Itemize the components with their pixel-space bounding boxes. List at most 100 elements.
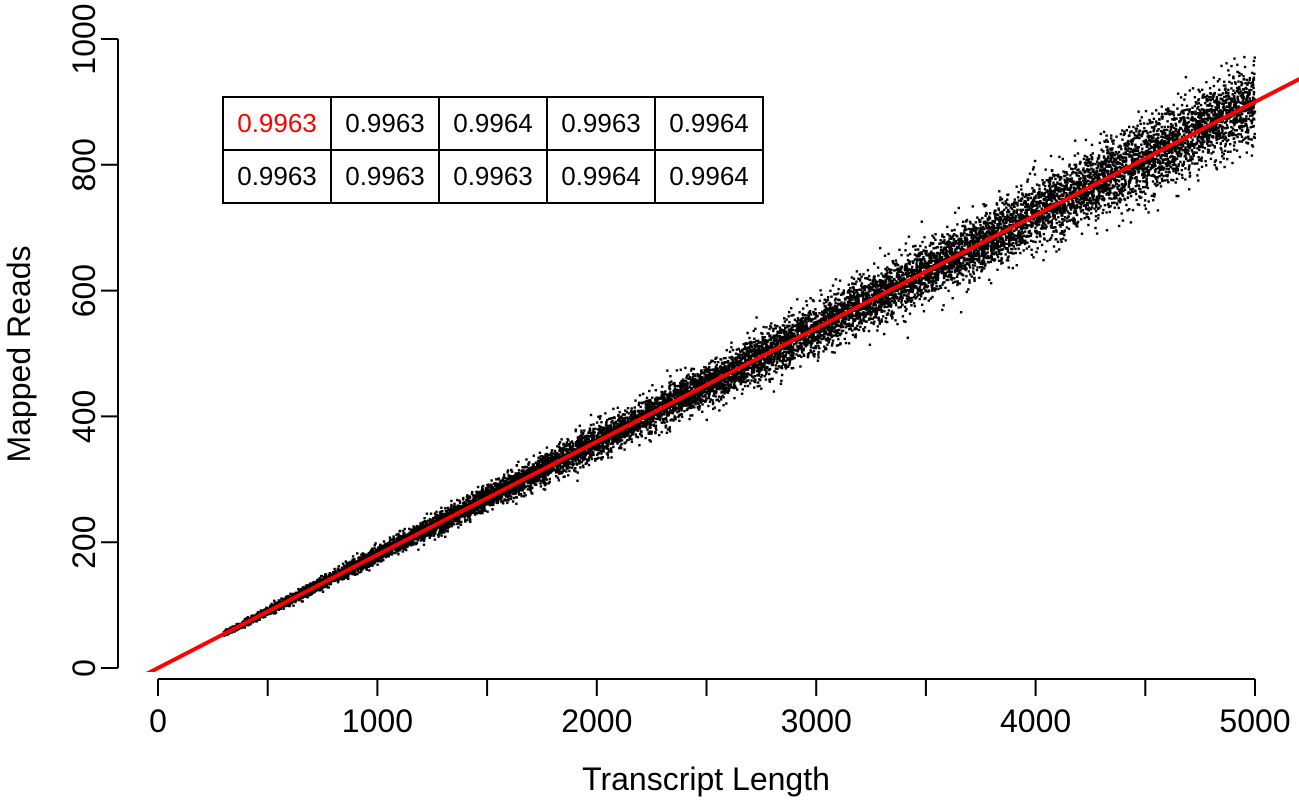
data-point (1167, 109, 1171, 112)
data-point (320, 588, 323, 591)
data-point (422, 543, 426, 546)
data-point (1188, 164, 1191, 167)
data-point (1099, 132, 1102, 136)
data-point (1206, 142, 1209, 145)
data-point (458, 501, 462, 504)
data-point (1007, 242, 1010, 246)
data-point (1144, 185, 1147, 189)
data-point (867, 329, 871, 333)
data-point (707, 379, 710, 382)
data-point (1182, 160, 1186, 164)
data-point (605, 421, 608, 424)
data-point (1000, 262, 1003, 265)
data-point (895, 280, 898, 283)
data-point (978, 276, 981, 279)
data-point (934, 254, 937, 258)
data-point (1219, 108, 1222, 112)
data-point (777, 365, 780, 368)
data-point (802, 348, 805, 352)
data-point (728, 350, 732, 353)
data-point (1191, 162, 1194, 165)
data-point (934, 277, 937, 280)
data-point (949, 237, 953, 240)
data-point (1082, 211, 1086, 215)
data-point (766, 357, 769, 360)
data-point (741, 388, 744, 391)
data-point (907, 299, 910, 302)
data-point (1111, 184, 1114, 187)
data-point (449, 505, 453, 509)
data-point (1011, 266, 1014, 270)
data-point (590, 457, 594, 461)
data-point (1172, 114, 1176, 117)
data-point (705, 373, 708, 377)
data-point (773, 342, 777, 346)
data-point (542, 475, 546, 478)
data-point (1165, 108, 1168, 111)
data-point (1034, 219, 1037, 223)
data-point (532, 480, 535, 483)
data-point (1111, 147, 1114, 150)
data-point (698, 384, 702, 388)
data-point (931, 254, 935, 257)
data-point (542, 487, 545, 491)
data-point (597, 451, 601, 455)
data-point (872, 322, 875, 326)
data-point (1200, 112, 1204, 115)
data-point (930, 284, 933, 288)
data-point (1245, 136, 1248, 139)
data-point (1037, 209, 1041, 213)
data-point (691, 404, 695, 407)
data-point (1141, 155, 1144, 159)
data-point (259, 609, 263, 612)
data-point (1076, 152, 1080, 155)
data-point (1223, 80, 1226, 83)
data-point (834, 278, 838, 281)
data-point (1154, 124, 1157, 128)
data-point (927, 299, 930, 302)
data-point (1221, 135, 1225, 138)
data-point (1011, 214, 1014, 217)
data-point (724, 366, 728, 370)
data-point (369, 564, 372, 567)
data-point (1088, 206, 1091, 209)
data-point (790, 327, 793, 331)
data-point (743, 369, 746, 373)
data-point (670, 380, 673, 383)
data-point (640, 435, 643, 438)
data-point (1218, 101, 1221, 104)
data-point (1090, 167, 1093, 170)
data-point (781, 339, 785, 342)
data-point (1162, 174, 1165, 178)
data-point (689, 369, 693, 372)
data-point (274, 609, 277, 613)
data-point (1235, 100, 1238, 104)
data-point (609, 447, 613, 450)
data-point (1191, 157, 1194, 161)
data-point (1200, 137, 1203, 141)
data-point (1184, 131, 1188, 134)
data-point (855, 309, 858, 312)
data-point (1094, 202, 1097, 206)
data-point (1145, 177, 1148, 180)
data-point (829, 289, 832, 292)
data-point (417, 548, 420, 551)
data-point (243, 626, 247, 629)
data-point (941, 308, 944, 312)
data-point (850, 297, 853, 300)
data-point (1205, 164, 1208, 167)
data-point (877, 289, 880, 292)
data-point (1113, 161, 1116, 164)
data-point (856, 294, 859, 297)
data-point (805, 304, 809, 307)
data-point (1159, 162, 1162, 166)
data-point (1227, 88, 1230, 92)
data-point (1165, 167, 1168, 170)
data-point (856, 292, 860, 295)
data-point (1035, 230, 1039, 233)
data-point (1145, 181, 1149, 184)
data-point (1084, 177, 1087, 181)
data-point (835, 344, 839, 347)
data-point (1229, 104, 1232, 108)
data-point (952, 262, 955, 265)
